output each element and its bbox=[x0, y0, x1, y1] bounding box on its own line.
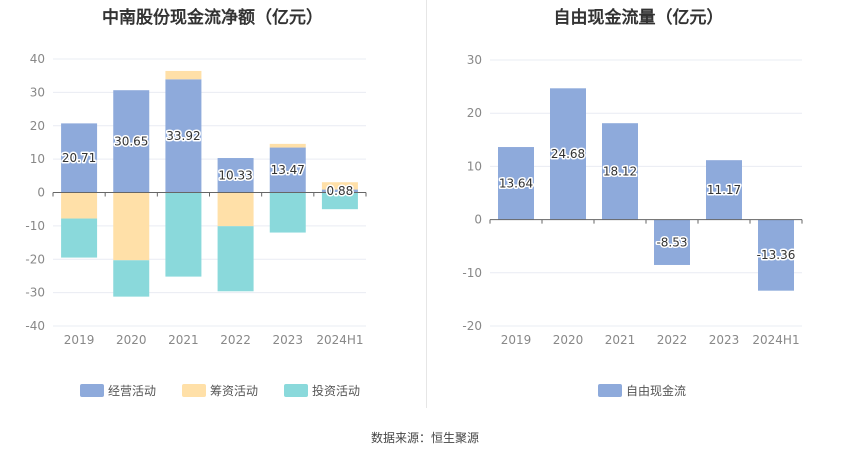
data-source-note: 数据来源：恒生聚源 bbox=[370, 431, 479, 445]
left-chart-title: 中南股份现金流净额（亿元） bbox=[102, 8, 323, 28]
data-label: -8.53 bbox=[656, 235, 687, 249]
y-tick-label: -10 bbox=[25, 219, 45, 233]
y-tick-label: 40 bbox=[30, 52, 45, 66]
bar-operating bbox=[165, 79, 202, 193]
y-tick-label: 20 bbox=[30, 119, 45, 133]
y-tick-label: -20 bbox=[462, 319, 482, 333]
x-category-label: 2020 bbox=[116, 333, 147, 347]
bar-operating bbox=[113, 90, 150, 193]
data-label: 33.92 bbox=[166, 129, 200, 143]
bar-operating bbox=[217, 158, 254, 193]
data-label: 20.71 bbox=[62, 151, 96, 165]
bar-investing bbox=[321, 192, 358, 210]
legend-swatch-investing bbox=[284, 384, 309, 397]
legend-label-investing: 投资活动 bbox=[312, 384, 361, 398]
x-category-label: 2024H1 bbox=[752, 333, 799, 347]
bar-investing bbox=[61, 218, 98, 258]
y-tick-label: -10 bbox=[462, 266, 482, 280]
bar-investing bbox=[217, 226, 254, 292]
legend-label-operating: 经营活动 bbox=[108, 384, 157, 398]
y-tick-label: 10 bbox=[30, 152, 45, 166]
data-label: 13.64 bbox=[499, 176, 533, 190]
x-category-label: 2023 bbox=[272, 333, 303, 347]
y-tick-label: 20 bbox=[467, 106, 482, 120]
bar-free-cash-flow bbox=[706, 160, 742, 220]
bar-operating bbox=[321, 189, 358, 193]
y-tick-label: 10 bbox=[467, 159, 482, 173]
bar-free-cash-flow bbox=[758, 219, 794, 291]
bar-operating bbox=[61, 123, 98, 193]
y-tick-label: -20 bbox=[25, 252, 45, 266]
legend-swatch-free-cash-flow bbox=[598, 384, 622, 397]
x-category-label: 2022 bbox=[657, 333, 688, 347]
data-label: 24.68 bbox=[551, 147, 585, 161]
x-category-label: 2023 bbox=[709, 333, 740, 347]
x-category-label: 2024H1 bbox=[316, 333, 363, 347]
y-tick-label: 30 bbox=[30, 85, 45, 99]
right-chart-title: 自由现金流量（亿元） bbox=[553, 8, 724, 28]
chart-divider bbox=[426, 0, 427, 408]
bar-financing bbox=[269, 143, 306, 148]
x-category-label: 2021 bbox=[605, 333, 636, 347]
bar-financing bbox=[113, 192, 150, 261]
y-tick-label: -30 bbox=[25, 286, 45, 300]
data-label: 11.17 bbox=[707, 183, 741, 197]
legend-swatch-operating bbox=[80, 384, 104, 397]
y-tick-label: -40 bbox=[25, 319, 45, 333]
bar-investing bbox=[269, 192, 306, 233]
y-tick-label: 0 bbox=[37, 186, 45, 200]
bar-free-cash-flow bbox=[654, 219, 690, 265]
bar-financing bbox=[165, 70, 202, 80]
bar-financing bbox=[321, 182, 358, 190]
bar-financing bbox=[61, 192, 98, 219]
x-category-label: 2019 bbox=[501, 333, 532, 347]
legend-item-financing[interactable]: 筹资活动 bbox=[182, 382, 258, 399]
data-label: 0.88 bbox=[327, 184, 354, 198]
bar-free-cash-flow bbox=[498, 147, 534, 220]
x-category-label: 2021 bbox=[168, 333, 199, 347]
x-category-label: 2020 bbox=[553, 333, 584, 347]
legend-swatch-financing bbox=[182, 384, 207, 397]
bar-investing bbox=[165, 192, 202, 277]
left-chart-legend: 经营活动 筹资活动 投资活动 bbox=[80, 382, 360, 399]
bar-operating bbox=[269, 147, 306, 193]
legend-item-free-cash-flow[interactable]: 自由现金流 bbox=[598, 382, 686, 399]
legend-label-free-cash-flow: 自由现金流 bbox=[626, 384, 687, 398]
data-label: 13.47 bbox=[271, 163, 305, 177]
legend-label-financing: 筹资活动 bbox=[210, 384, 259, 398]
right-chart-legend: 自由现金流 bbox=[598, 382, 686, 399]
data-label: 18.12 bbox=[603, 164, 637, 178]
cash-flow-net-chart: 40 30 20 10 0 -10 -20 -30 -40 2019 2020 2021 2022 202… bbox=[25, 52, 367, 347]
free-cash-flow-chart: 30 20 10 0 -10 -20 2019 2020 2021 2022 2023 2024H1 1… bbox=[462, 53, 803, 347]
x-category-label: 2019 bbox=[64, 333, 95, 347]
data-label: -13.36 bbox=[757, 248, 796, 262]
data-label: 10.33 bbox=[218, 168, 252, 182]
legend-item-operating[interactable]: 经营活动 bbox=[80, 382, 156, 399]
bar-investing bbox=[113, 260, 150, 297]
y-tick-label: 30 bbox=[467, 53, 482, 67]
bar-financing bbox=[217, 192, 254, 227]
legend-item-investing[interactable]: 投资活动 bbox=[284, 382, 360, 399]
x-category-label: 2022 bbox=[220, 333, 251, 347]
data-label: 30.65 bbox=[114, 134, 148, 148]
bar-free-cash-flow bbox=[550, 88, 586, 220]
y-tick-label: 0 bbox=[474, 213, 482, 227]
bar-free-cash-flow bbox=[602, 123, 638, 220]
